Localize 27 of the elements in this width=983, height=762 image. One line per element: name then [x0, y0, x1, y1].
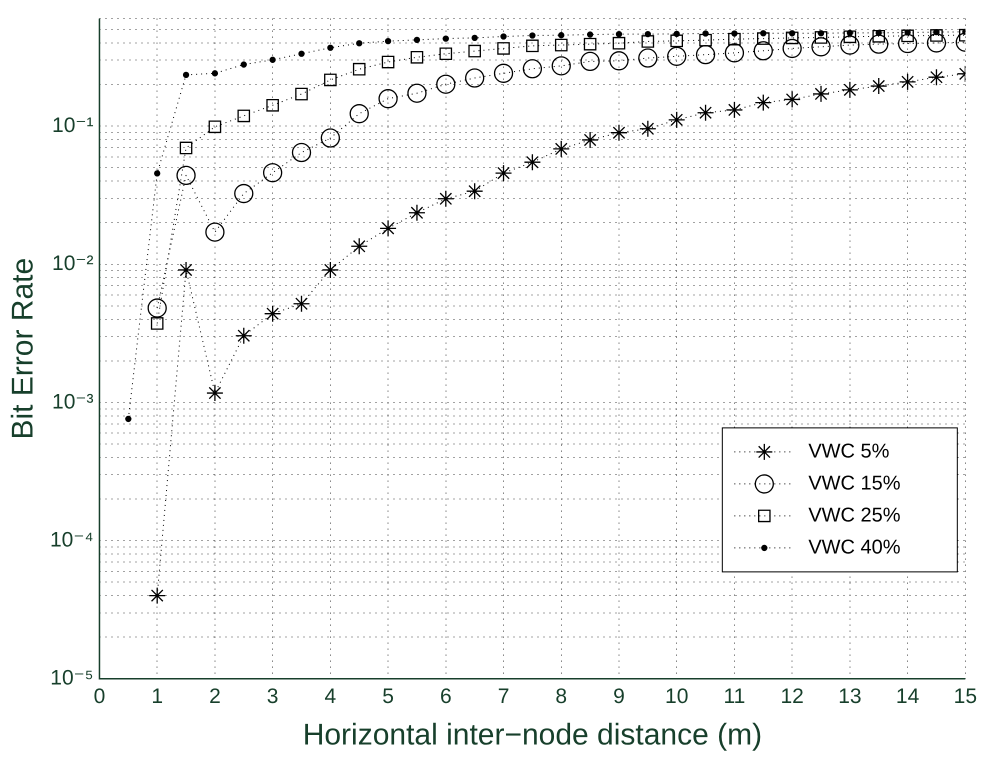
y-axis-title: Bit Error Rate [6, 258, 40, 440]
x-tick-label: 10 [665, 685, 688, 708]
x-tick-label: 0 [94, 685, 106, 708]
x-tick-label: 13 [838, 685, 862, 708]
x-tick-label: 11 [724, 685, 746, 708]
y-tick-label: 10⁻¹ [52, 114, 94, 137]
y-tick-label: 10⁻⁵ [50, 666, 94, 690]
x-tick-label: 1 [151, 685, 164, 708]
y-tick-label: 10⁻³ [52, 390, 94, 414]
y-tick-label: 10⁻² [52, 252, 94, 276]
x-tick-label: 4 [324, 685, 337, 708]
x-axis-title: Horizontal inter−node distance (m) [302, 718, 762, 752]
x-tick-label: 8 [555, 685, 568, 708]
x-tick-label: 2 [209, 685, 221, 708]
x-tick-label: 14 [896, 685, 920, 708]
legend-label: VWC 40% [808, 536, 901, 558]
x-tick-label: 6 [440, 685, 452, 708]
x-tick-label: 3 [266, 685, 278, 708]
x-tick-label: 5 [382, 685, 394, 708]
x-tick-label: 7 [498, 685, 510, 708]
legend-label: VWC 15% [808, 472, 901, 494]
legend-label: VWC 25% [808, 504, 901, 526]
x-tick-label: 12 [780, 685, 804, 708]
legend-label: VWC 5% [808, 440, 890, 462]
y-tick-label: 10⁻⁴ [50, 528, 94, 552]
x-tick-label: 15 [954, 685, 977, 708]
x-tick-label: 9 [613, 685, 625, 708]
